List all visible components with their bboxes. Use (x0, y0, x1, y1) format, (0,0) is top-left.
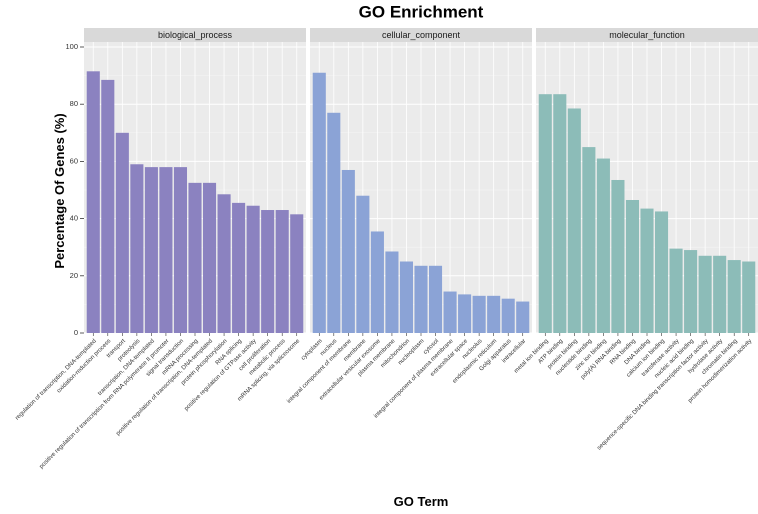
facet-strip (310, 28, 532, 42)
bar (582, 147, 596, 333)
chart-title: GO Enrichment (359, 2, 484, 21)
bar (654, 211, 669, 333)
bar (246, 205, 260, 333)
y-tick-label: 100 (65, 42, 78, 51)
bar (232, 202, 246, 333)
bar (327, 112, 341, 333)
bar (188, 182, 202, 333)
y-axis-label: Percentage Of Genes (%) (52, 113, 67, 268)
bar (173, 167, 188, 333)
y-tick-label: 40 (70, 214, 78, 223)
bar (399, 261, 414, 333)
bar (356, 195, 370, 333)
bar (428, 265, 443, 333)
facet-cellular-component: cellular_componentcytoplasmnucleusintegr… (286, 28, 532, 420)
bar (611, 179, 625, 333)
bar (130, 164, 144, 333)
facet-panels: biological_process regulation of transcri… (15, 28, 758, 470)
bar (567, 108, 581, 334)
bar (101, 79, 115, 333)
bar (86, 71, 100, 333)
facet-strip-label: biological_process (158, 30, 233, 40)
x-tick-label: regulation of transcription, DNA-templat… (15, 338, 98, 421)
bar (443, 291, 457, 333)
bar (516, 301, 530, 333)
facet-strip-label: cellular_component (382, 30, 461, 40)
bar (698, 255, 712, 333)
bar (414, 265, 428, 333)
bar (312, 72, 326, 334)
bar (538, 94, 552, 333)
bar (290, 214, 304, 333)
y-tick-label: 60 (70, 156, 78, 165)
x-tick-label: cytoplasm (300, 338, 323, 361)
facet-strip-label: molecular_function (609, 30, 685, 40)
bar (501, 298, 515, 333)
bar (472, 295, 486, 333)
bar (202, 182, 217, 333)
bar (640, 208, 654, 333)
bar (684, 250, 698, 333)
bar (596, 158, 610, 333)
y-tick-label: 0 (74, 328, 78, 337)
bar (341, 169, 355, 333)
bar (385, 251, 399, 333)
bar (458, 294, 472, 333)
bar (742, 261, 756, 333)
bar (727, 260, 741, 333)
bar (115, 132, 129, 333)
bar (487, 295, 501, 333)
x-axis-label: GO Term (394, 494, 449, 509)
bar (553, 94, 567, 333)
facet-strip (84, 28, 306, 42)
bar (669, 248, 683, 333)
facet-strip (536, 28, 758, 42)
bar (217, 194, 231, 333)
bar (261, 210, 275, 333)
bar (144, 167, 158, 333)
y-tick-label: 80 (70, 99, 78, 108)
y-tick-label: 20 (70, 271, 78, 280)
bar (713, 255, 727, 333)
bar (159, 167, 173, 333)
bar (370, 231, 384, 333)
y-axis-ticks: 0 20 40 60 80 100 (65, 42, 84, 337)
bar (625, 200, 640, 333)
bar (275, 210, 289, 333)
